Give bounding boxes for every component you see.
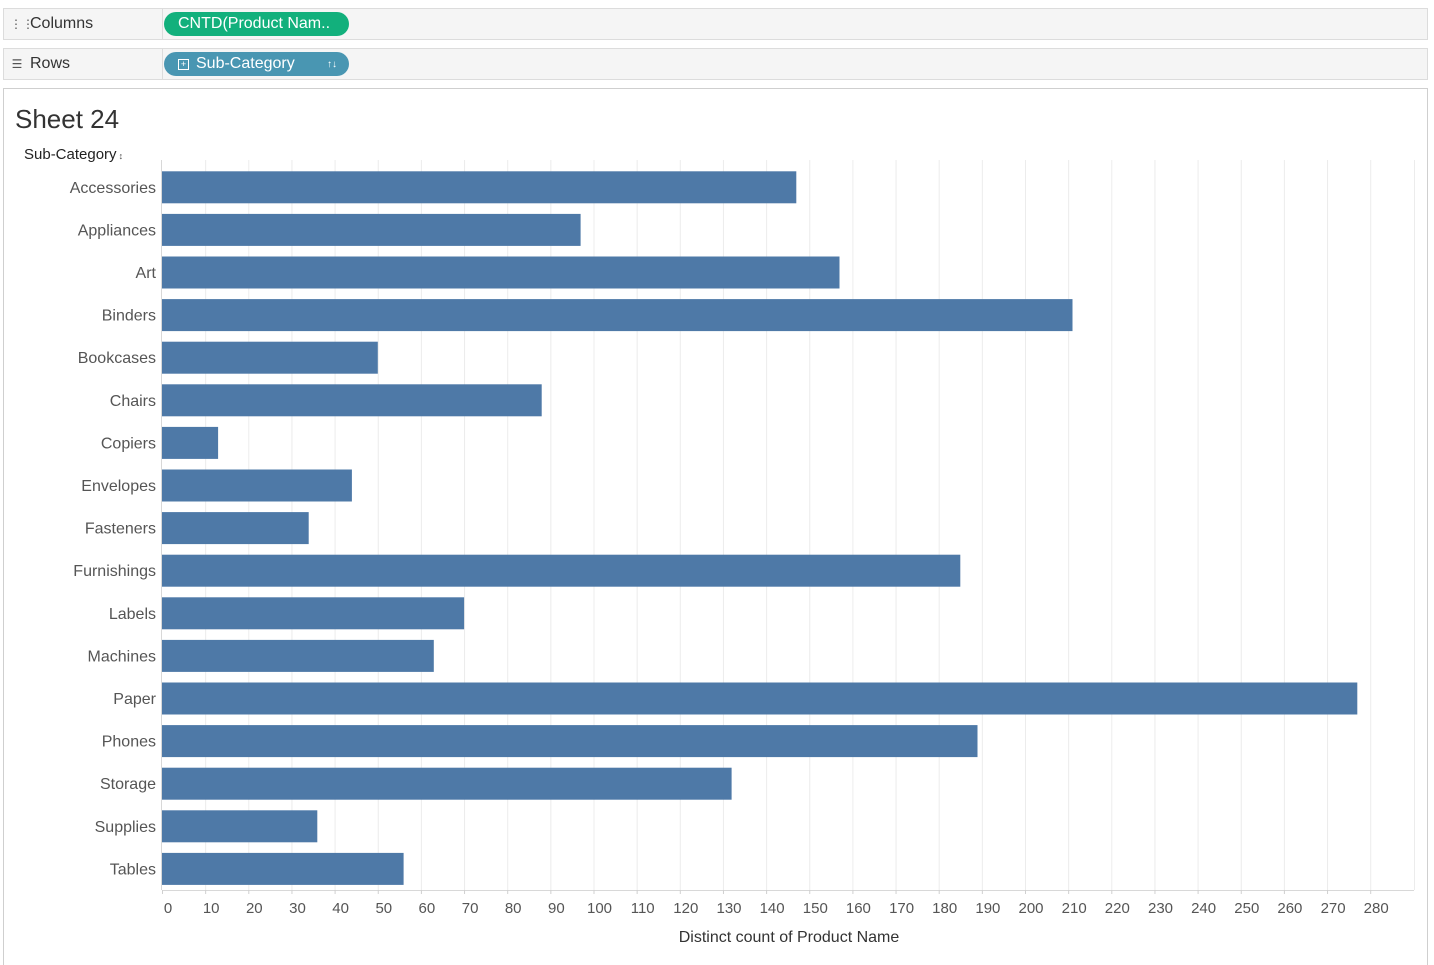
tick-label: 230 [1148,900,1173,917]
rows-pill-label: Sub-Category [196,55,295,72]
tick-label: 120 [673,900,698,917]
row-header[interactable]: Sub-Category ↕ [24,146,123,163]
tick-label: 100 [587,900,612,917]
columns-pill-label: CNTD(Product Nam.. [178,15,331,32]
bar[interactable] [162,725,978,758]
tick-label: 110 [631,900,655,917]
sort-indicator-icon[interactable]: ↕ [118,151,124,161]
category-label: Paper [113,691,156,708]
category-label: Bookcases [78,350,156,367]
bar[interactable] [162,341,378,374]
bar[interactable] [162,426,219,459]
tick-label: 60 [419,900,436,917]
tick-label: 160 [846,900,871,917]
category-label: Copiers [101,435,156,452]
category-label: Envelopes [81,478,156,495]
tick-label: 180 [932,900,957,917]
tick-label: 130 [716,900,741,917]
tick-label: 220 [1105,900,1130,917]
tick-label: 280 [1364,900,1389,917]
tick-label: 80 [505,900,522,917]
row-header-label: Sub-Category [24,146,117,163]
rows-label: Rows [30,55,71,72]
category-label: Labels [109,606,156,623]
rows-shelf-label-area: ☰ Rows [4,49,163,79]
tick-label: 40 [332,900,349,917]
tick-label: 70 [462,900,479,917]
columns-shelf[interactable]: ⋮⋮ Columns CNTD(Product Nam.. [3,8,1428,40]
tick-label: 90 [548,900,565,917]
expand-icon[interactable]: + [178,58,189,70]
tick-label: 10 [203,900,220,917]
bar[interactable] [162,256,840,289]
category-label: Machines [88,648,156,665]
category-label: Supplies [95,819,156,836]
bar[interactable] [162,213,581,246]
tick-label: 0 [164,900,172,917]
category-label: Tables [110,861,156,878]
category-label: Phones [102,734,156,751]
tick-label: 150 [803,900,828,917]
rows-icon: ☰ [11,57,23,71]
bar[interactable] [162,597,465,630]
bar[interactable] [162,384,542,417]
tick-label: 250 [1234,900,1259,917]
sheet-title: Sheet 24 [15,104,120,134]
tick-label: 210 [1062,900,1087,917]
bar[interactable] [162,682,1358,715]
category-label: Appliances [78,222,156,239]
tick-label: 240 [1191,900,1216,917]
tick-label: 190 [975,900,1000,917]
columns-pill[interactable]: CNTD(Product Nam.. [164,12,349,36]
tick-label: 260 [1277,900,1302,917]
x-axis-title: Distinct count of Product Name [679,929,900,946]
tick-label: 170 [889,900,914,917]
rows-pill[interactable]: + Sub-Category ↑↓ [164,52,349,76]
bar[interactable] [162,767,732,800]
tick-label: 270 [1321,900,1346,917]
bar[interactable] [162,852,404,885]
bar[interactable] [162,639,434,672]
bar[interactable] [162,810,318,843]
bar[interactable] [162,469,352,502]
category-label: Chairs [110,393,156,410]
category-label: Furnishings [73,563,156,580]
category-label: Binders [102,308,156,325]
tick-label: 140 [760,900,785,917]
category-label: Storage [100,776,156,793]
tick-label: 50 [375,900,392,917]
tick-label: 30 [289,900,306,917]
tick-label: 20 [246,900,263,917]
category-label: Accessories [70,180,156,197]
columns-shelf-label-area: ⋮⋮ Columns [4,9,163,39]
sort-ascending-icon[interactable]: ↑↓ [327,58,337,70]
bar[interactable] [162,512,309,545]
columns-label: Columns [30,15,94,32]
rows-shelf[interactable]: ☰ Rows + Sub-Category ↑↓ [3,48,1428,80]
category-label: Fasteners [85,521,156,538]
category-label: Art [136,265,157,282]
bar[interactable] [162,554,961,587]
bar[interactable] [162,299,1073,332]
bar[interactable] [162,171,797,204]
tick-label: 200 [1018,900,1043,917]
